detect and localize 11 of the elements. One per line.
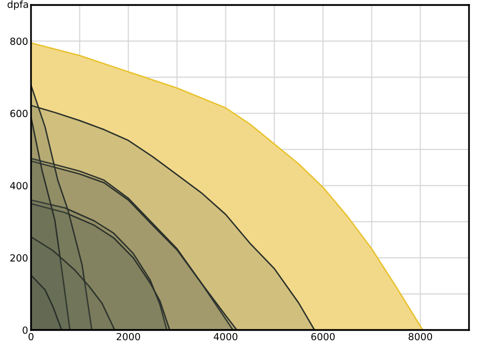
y-axis-title: dpfa: [8, 0, 28, 10]
y-tick-label: 800: [10, 38, 28, 45]
y-tick-label: 600: [10, 110, 28, 118]
x-tick-label: 4000: [214, 332, 238, 340]
y-tick-label: 400: [10, 182, 28, 190]
x-tick-label: 6000: [311, 332, 335, 340]
y-tick-label: 0: [22, 326, 28, 334]
y-tick-label: 200: [10, 254, 28, 262]
x-tick-label: 8000: [408, 332, 432, 340]
x-tick-label: 0: [28, 332, 34, 340]
x-tick-label: 2000: [116, 332, 140, 340]
